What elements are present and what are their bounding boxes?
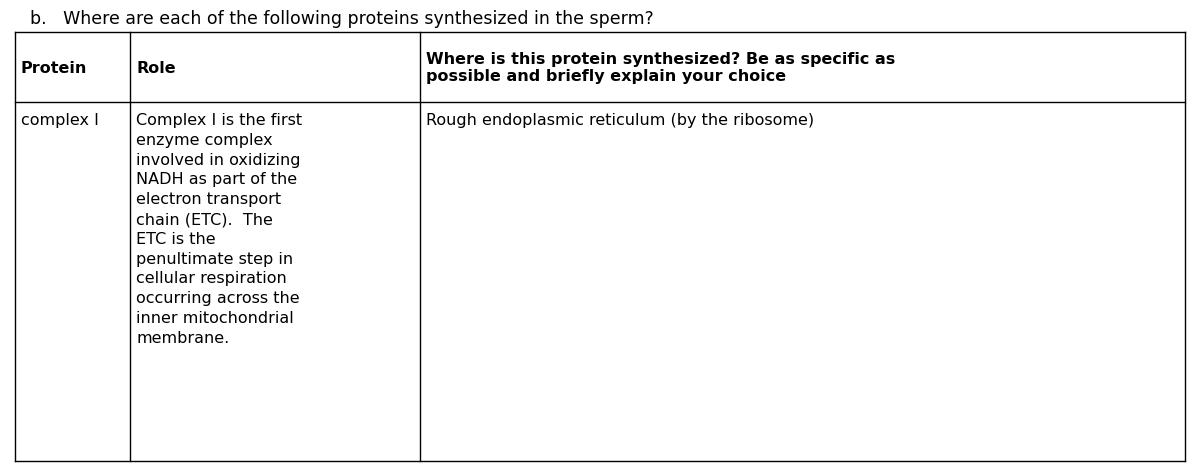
Text: b.   Where are each of the following proteins synthesized in the sperm?: b. Where are each of the following prote…	[30, 10, 654, 28]
Text: Rough endoplasmic reticulum (by the ribosome): Rough endoplasmic reticulum (by the ribo…	[426, 113, 814, 128]
Text: Role: Role	[136, 60, 175, 75]
Text: Where is this protein synthesized? Be as specific as
possible and briefly explai: Where is this protein synthesized? Be as…	[426, 52, 895, 84]
Text: complex I: complex I	[22, 113, 98, 128]
Text: Complex I is the first
enzyme complex
involved in oxidizing
NADH as part of the
: Complex I is the first enzyme complex in…	[136, 113, 302, 345]
Text: Protein: Protein	[22, 60, 88, 75]
